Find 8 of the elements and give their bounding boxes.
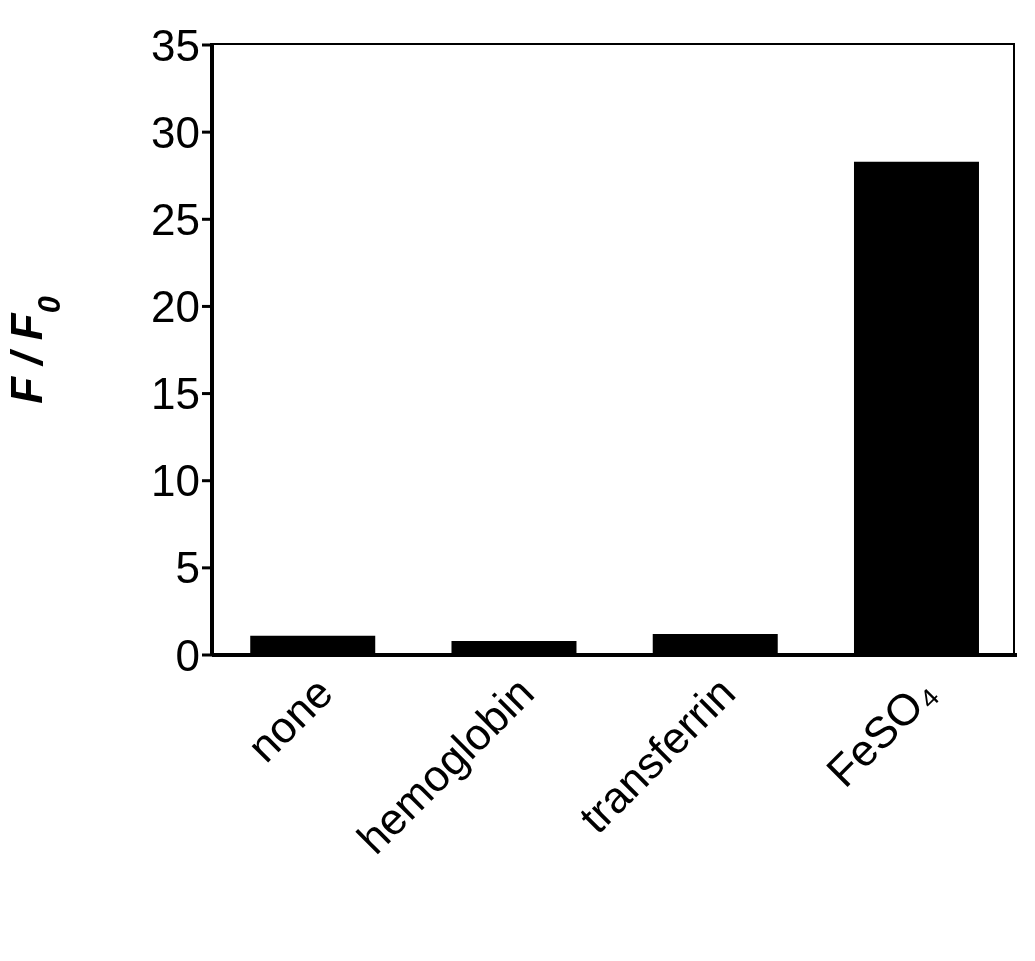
y-tick-label: 10 — [151, 456, 200, 506]
y-tick-label: 30 — [151, 107, 200, 157]
y-tick-label: 35 — [151, 20, 200, 70]
y-tick-label: 15 — [151, 369, 200, 419]
y-tick-label: 5 — [175, 543, 200, 593]
y-tick-label: 25 — [151, 194, 200, 244]
y-tick-label: 0 — [175, 630, 200, 680]
y-tick-label: 20 — [151, 282, 200, 332]
